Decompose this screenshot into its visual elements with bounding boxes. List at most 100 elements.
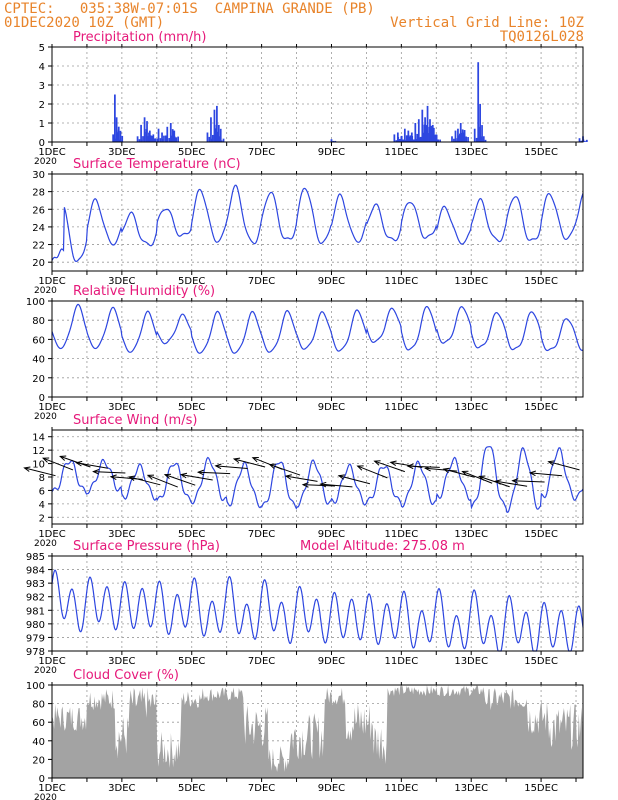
header-vertical-grid: Vertical Grid Line: 10Z bbox=[390, 15, 584, 31]
precip-bar bbox=[142, 136, 144, 142]
x-tick-label: 9DEC bbox=[318, 529, 345, 540]
precip-bar bbox=[396, 132, 399, 142]
panel-annotation: Model Altitude: 275.08 m bbox=[300, 539, 465, 554]
precip-bar bbox=[159, 138, 162, 142]
precip-bar bbox=[168, 138, 171, 142]
precip-bar bbox=[419, 136, 422, 142]
wind-arrow bbox=[462, 470, 493, 484]
precip-bar bbox=[173, 130, 176, 142]
panel-title: Surface Pressure (hPa) bbox=[73, 539, 220, 554]
precip-bar bbox=[584, 140, 586, 142]
wind-arrow-head bbox=[92, 469, 100, 475]
wind-arrow-head bbox=[196, 469, 204, 476]
x-tick-label: 3DEC bbox=[108, 783, 135, 794]
precip-bar bbox=[477, 136, 480, 142]
y-tick-label: 984 bbox=[26, 566, 45, 577]
x-tick-label: 1DEC bbox=[38, 147, 65, 158]
x-tick-label: 15DEC bbox=[524, 276, 558, 287]
precip-bar bbox=[152, 134, 155, 142]
precip-bar bbox=[393, 134, 396, 142]
wind-arrow bbox=[233, 458, 266, 468]
year-label: 2020 bbox=[34, 539, 57, 549]
panel-border bbox=[51, 684, 584, 779]
x-tick-label: 13DEC bbox=[454, 276, 488, 287]
precip-bar bbox=[334, 140, 337, 142]
year-label: 2020 bbox=[34, 793, 57, 800]
wind-arrow bbox=[285, 475, 318, 482]
x-tick-label: 13DEC bbox=[454, 402, 488, 413]
precip-bar bbox=[482, 136, 485, 142]
precip-bar bbox=[395, 140, 398, 142]
precip-bar bbox=[414, 123, 417, 142]
y-tick-label: 8 bbox=[39, 473, 45, 484]
precip-bar bbox=[112, 134, 115, 142]
precip-bar bbox=[463, 132, 466, 142]
wind-arrow-head bbox=[511, 478, 519, 484]
y-tick-label: 80 bbox=[32, 700, 45, 711]
x-tick-label: 9DEC bbox=[318, 147, 345, 158]
precip-bar bbox=[453, 138, 455, 142]
panel-title: Precipitation (mm/h) bbox=[73, 30, 206, 45]
y-tick-label: 20 bbox=[32, 755, 45, 766]
wind-arrow bbox=[164, 474, 196, 486]
precip-bar bbox=[219, 128, 222, 142]
wind-arrow bbox=[357, 465, 388, 479]
x-tick-label: 11DEC bbox=[384, 147, 418, 158]
y-tick-label: 0 bbox=[39, 138, 45, 149]
y-tick-label: 2 bbox=[39, 100, 45, 111]
y-tick-label: 28 bbox=[32, 188, 45, 199]
precip-bar bbox=[119, 139, 122, 142]
precip-bar bbox=[146, 121, 148, 142]
wind-arrow bbox=[338, 475, 371, 485]
y-tick-label: 980 bbox=[26, 620, 45, 631]
x-tick-label: 9DEC bbox=[318, 276, 345, 287]
x-tick-label: 5DEC bbox=[178, 402, 205, 413]
precip-bar bbox=[177, 136, 179, 142]
wind-arrow bbox=[93, 471, 126, 474]
y-tick-label: 3 bbox=[39, 81, 45, 92]
wind-arrow-head bbox=[128, 475, 136, 481]
wind-arrow-head bbox=[406, 463, 414, 470]
x-tick-label: 5DEC bbox=[178, 276, 205, 287]
precip-bar bbox=[220, 140, 223, 142]
precip-bar bbox=[161, 132, 163, 142]
year-label: 2020 bbox=[34, 666, 57, 676]
y-tick-label: 4 bbox=[39, 500, 45, 511]
wind-arrow bbox=[76, 462, 108, 469]
precip-bar bbox=[477, 62, 480, 143]
wind-arrow bbox=[129, 476, 161, 486]
wind-arrow bbox=[198, 471, 231, 475]
precip-bar bbox=[140, 124, 142, 142]
x-tick-label: 3DEC bbox=[108, 147, 135, 158]
panel-title: Surface Temperature (nC) bbox=[73, 157, 241, 172]
x-tick-label: 15DEC bbox=[524, 147, 558, 158]
wind-arrow bbox=[548, 461, 580, 471]
precip-bar bbox=[424, 117, 426, 142]
precip-bar bbox=[403, 128, 406, 142]
x-tick-label: 3DEC bbox=[108, 656, 135, 667]
y-tick-label: 982 bbox=[26, 593, 45, 604]
y-tick-label: 978 bbox=[26, 647, 45, 658]
precip-bar bbox=[580, 140, 583, 142]
wind-arrow-head bbox=[319, 481, 327, 488]
wind-arrow bbox=[495, 480, 528, 487]
precip-bar bbox=[439, 139, 441, 142]
wind-speed-line bbox=[51, 446, 584, 513]
header-datetime: 01DEC2020 10Z (GMT) bbox=[4, 15, 165, 31]
precip-bar bbox=[157, 128, 160, 142]
precip-bar bbox=[435, 134, 438, 142]
precip-bar bbox=[117, 132, 120, 142]
precip-bar bbox=[150, 135, 153, 142]
year-label: 2020 bbox=[34, 157, 57, 167]
precip-bar bbox=[119, 130, 122, 142]
x-tick-label: 11DEC bbox=[384, 783, 418, 794]
y-tick-label: 2 bbox=[39, 513, 45, 524]
y-tick-label: 0 bbox=[39, 774, 45, 785]
wind-arrow-head bbox=[442, 467, 450, 474]
precip-bar bbox=[171, 129, 174, 142]
x-tick-label: 7DEC bbox=[248, 276, 275, 287]
year-label: 2020 bbox=[34, 412, 57, 422]
x-tick-label: 15DEC bbox=[524, 529, 558, 540]
wind-arrow bbox=[181, 474, 213, 481]
